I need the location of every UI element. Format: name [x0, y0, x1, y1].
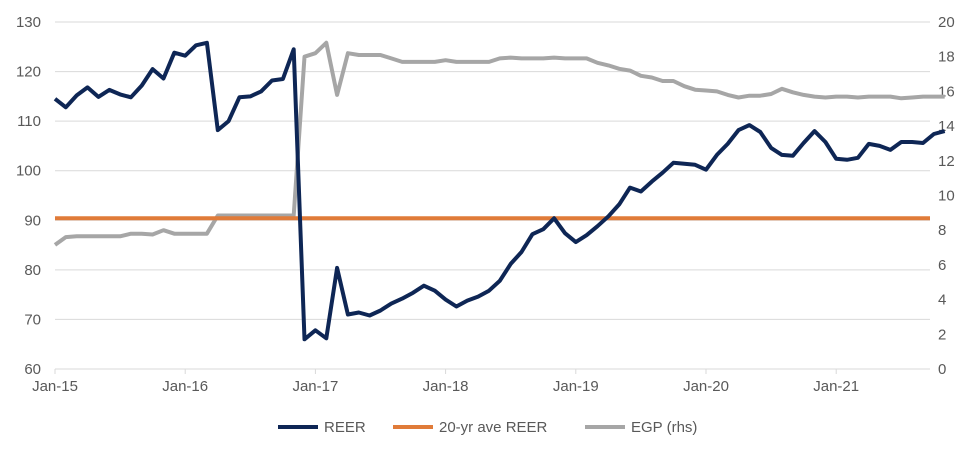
- x-tick-label-Jan-18: Jan-18: [423, 378, 469, 395]
- x-tick-label-Jan-16: Jan-16: [162, 378, 208, 395]
- gridlines: [55, 21, 930, 320]
- x-tick-label-Jan-20: Jan-20: [683, 378, 729, 395]
- right-tick-label-4: 4: [938, 292, 946, 309]
- right-tick-label-0: 0: [938, 361, 946, 378]
- right-tick-label-6: 6: [938, 257, 946, 274]
- x-axis-ticks: Jan-15 Jan-16 Jan-17 Jan-18 Jan-19 Jan-20 Jan-…: [32, 369, 859, 395]
- x-tick-label-Jan-21: Jan-21: [813, 378, 859, 395]
- right-tick-label-20: 20: [938, 14, 955, 31]
- left-tick-label-70: 70: [24, 311, 41, 328]
- left-tick-label-90: 90: [24, 212, 41, 229]
- left-tick-label-100: 100: [16, 163, 41, 180]
- series-lines: [53, 40, 946, 342]
- right-tick-label-18: 18: [938, 49, 955, 66]
- right-tick-label-2: 2: [938, 326, 946, 343]
- legend-label-egp: EGP (rhs): [631, 419, 697, 436]
- x-tick-label-Jan-17: Jan-17: [292, 378, 338, 395]
- left-tick-label-80: 80: [24, 262, 41, 279]
- left-tick-label-130: 130: [16, 14, 41, 31]
- left-tick-label-120: 120: [16, 64, 41, 81]
- series-line-reer: [53, 40, 946, 342]
- left-axis-ticks: 60 70 80 90 100 110 120 130: [16, 14, 41, 378]
- legend-label-20yr-ave-reer: 20-yr ave REER: [439, 419, 548, 436]
- right-tick-label-8: 8: [938, 222, 946, 239]
- left-tick-label-110: 110: [17, 113, 41, 130]
- x-tick-label-Jan-19: Jan-19: [553, 378, 599, 395]
- right-tick-label-10: 10: [938, 188, 955, 205]
- legend-label-reer: REER: [324, 419, 366, 436]
- left-tick-label-60: 60: [24, 361, 41, 378]
- series-line-egp: [53, 40, 945, 247]
- right-tick-label-12: 12: [938, 153, 955, 170]
- legend: REER 20-yr ave REER EGP (rhs): [278, 419, 697, 436]
- x-tick-label-Jan-15: Jan-15: [32, 378, 78, 395]
